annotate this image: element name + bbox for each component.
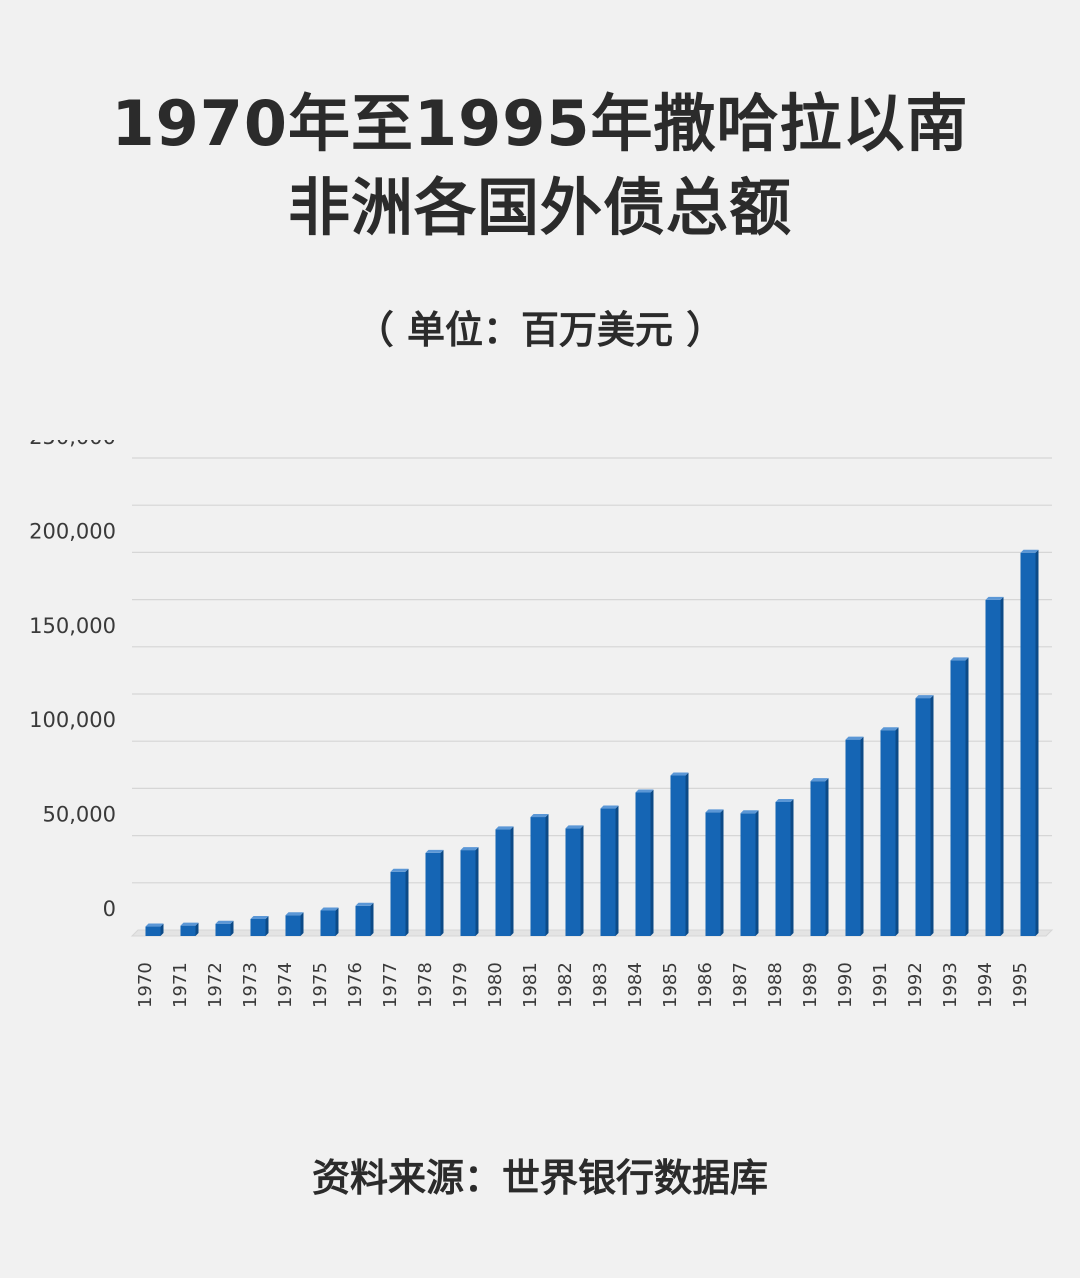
y-axis-ticks: 0 50,000 100,000 150,000 200,000 250,000 xyxy=(29,440,116,921)
x-tick-label: 1983 xyxy=(590,962,611,1008)
x-tick-label: 1970 xyxy=(135,962,156,1008)
x-tick-label: 1973 xyxy=(240,962,261,1008)
bar-1994 xyxy=(985,596,1004,936)
bar-1988 xyxy=(775,798,794,936)
chart-floor xyxy=(130,929,1054,937)
bar-1973 xyxy=(250,916,269,936)
title-line-2: 非洲各国外债总额 xyxy=(287,171,792,244)
data-source: 资料来源：世界银行数据库 xyxy=(311,1156,768,1200)
bar-1983 xyxy=(600,805,619,936)
bar-1980 xyxy=(495,826,514,936)
y-tick-label: 200,000 xyxy=(29,519,116,543)
x-tick-label: 1989 xyxy=(800,962,821,1008)
bar-1974 xyxy=(285,912,304,936)
bar-1970 xyxy=(145,923,164,936)
bar-1979 xyxy=(460,847,479,936)
chart-title: 1970年至1995年撒哈拉以南 非洲各国外债总额 xyxy=(0,82,1080,250)
x-tick-label: 1984 xyxy=(625,962,646,1008)
bar-1992 xyxy=(915,695,934,936)
x-tick-label: 1971 xyxy=(170,962,191,1008)
bar-1986 xyxy=(705,809,724,936)
bar-1982 xyxy=(565,825,584,936)
y-tick-label: 100,000 xyxy=(29,708,116,732)
bar-1971 xyxy=(180,922,199,936)
x-tick-label: 1977 xyxy=(380,962,401,1008)
x-tick-label: 1995 xyxy=(1010,962,1031,1008)
bar-1984 xyxy=(635,789,654,936)
bars xyxy=(145,549,1039,936)
bar-1972 xyxy=(215,920,234,936)
bar-1978 xyxy=(425,849,444,936)
x-tick-label: 1978 xyxy=(415,962,436,1008)
x-tick-label: 1987 xyxy=(730,962,751,1008)
x-axis-ticks: 1970 1971 1972 1973 1974 1975 1976 1977 1978 1979… xyxy=(135,962,1031,1008)
x-tick-label: 1994 xyxy=(975,962,996,1008)
bar-1989 xyxy=(810,778,829,936)
x-tick-label: 1974 xyxy=(275,962,296,1008)
x-tick-label: 1991 xyxy=(870,962,891,1008)
bar-chart: 0 50,000 100,000 150,000 200,000 250,000 1970… xyxy=(29,440,1054,1008)
bar-1975 xyxy=(320,907,339,936)
x-tick-label: 1990 xyxy=(835,962,856,1008)
y-tick-label: 250,000 xyxy=(29,440,116,449)
y-tick-label: 0 xyxy=(103,897,116,921)
bar-1987 xyxy=(740,810,759,936)
x-tick-label: 1988 xyxy=(765,962,786,1008)
x-tick-label: 1980 xyxy=(485,962,506,1008)
x-tick-label: 1975 xyxy=(310,962,331,1008)
bar-1993 xyxy=(950,657,969,936)
x-tick-label: 1972 xyxy=(205,962,226,1008)
x-tick-label: 1993 xyxy=(940,962,961,1008)
bar-1985 xyxy=(670,772,689,936)
x-tick-label: 1981 xyxy=(520,962,541,1008)
gridlines xyxy=(130,457,1054,937)
x-tick-label: 1985 xyxy=(660,962,681,1008)
y-tick-label: 50,000 xyxy=(43,803,116,827)
title-line-1: 1970年至1995年撒哈拉以南 xyxy=(111,87,969,160)
bar-1990 xyxy=(845,736,864,936)
bar-1981 xyxy=(530,814,549,936)
bar-1976 xyxy=(355,902,374,936)
x-tick-label: 1992 xyxy=(905,962,926,1008)
x-tick-label: 1976 xyxy=(345,962,366,1008)
y-tick-label: 150,000 xyxy=(29,614,116,638)
x-tick-label: 1979 xyxy=(450,962,471,1008)
chart-subtitle: （ 单位：百万美元 ） xyxy=(355,308,725,352)
x-tick-label: 1986 xyxy=(695,962,716,1008)
x-tick-label: 1982 xyxy=(555,962,576,1008)
bar-1977 xyxy=(390,868,409,936)
bar-1991 xyxy=(880,727,899,936)
bar-1995 xyxy=(1020,549,1039,936)
